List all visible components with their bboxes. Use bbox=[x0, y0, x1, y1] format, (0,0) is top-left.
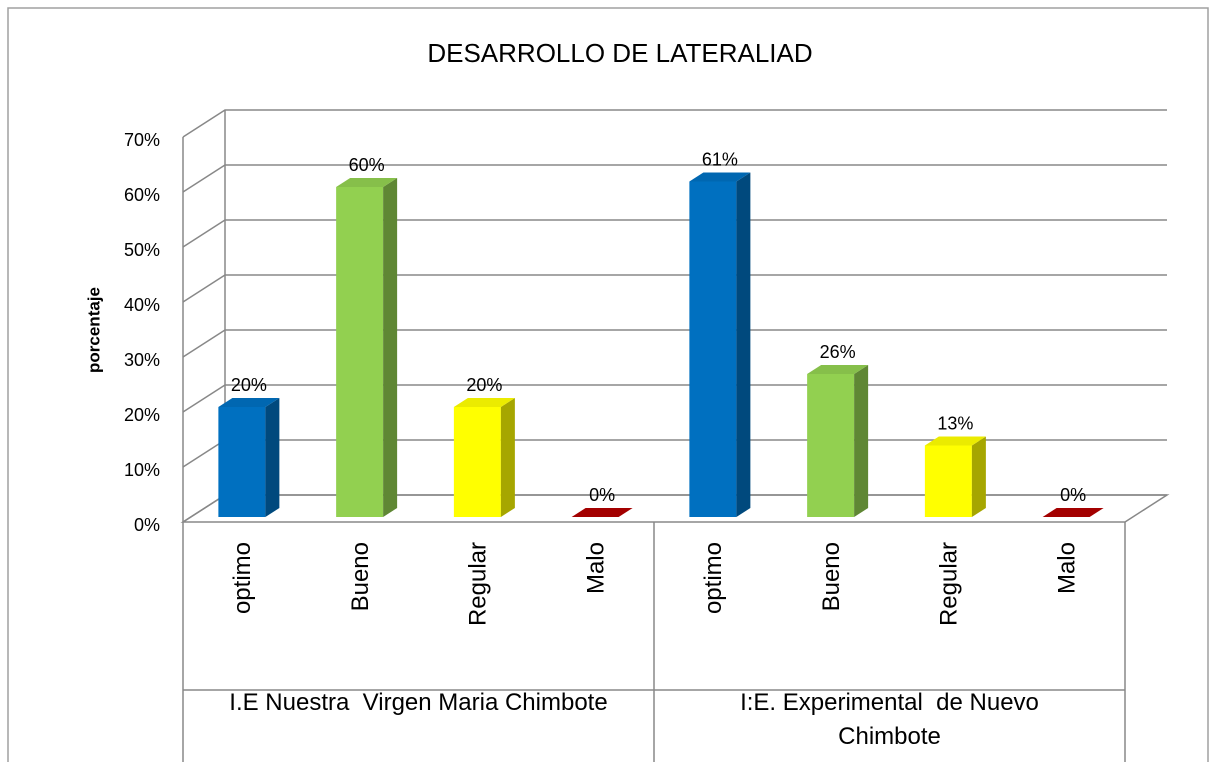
x-tick-label: Bueno bbox=[818, 542, 845, 611]
bar-side bbox=[854, 365, 869, 517]
value-label: 61% bbox=[702, 149, 738, 169]
value-label: 0% bbox=[589, 485, 615, 505]
chart-border bbox=[7, 7, 1209, 762]
value-label: 20% bbox=[466, 375, 502, 395]
y-tick-label: 20% bbox=[124, 405, 160, 425]
bar-top bbox=[336, 178, 398, 187]
x-tick-label: Malo bbox=[582, 542, 609, 594]
value-label: 20% bbox=[231, 375, 267, 395]
bar-top bbox=[1042, 508, 1104, 517]
bar-top bbox=[924, 436, 986, 446]
group-label: I:E. Experimental de Nuevo Chimbote bbox=[740, 689, 1046, 750]
bar-top bbox=[453, 398, 515, 407]
value-label: 0% bbox=[1060, 485, 1086, 505]
value-label: 60% bbox=[349, 155, 385, 175]
x-tick-label: optimo bbox=[229, 542, 256, 614]
bar-side bbox=[971, 436, 986, 517]
value-label: 13% bbox=[937, 413, 973, 433]
floor bbox=[180, 494, 1170, 523]
x-tick-label: Regular bbox=[936, 542, 963, 626]
x-tick-label: optimo bbox=[700, 542, 727, 614]
x-tick-label: Bueno bbox=[347, 542, 374, 611]
bar bbox=[924, 445, 972, 517]
x-tick-label: Regular bbox=[465, 542, 492, 626]
grid-line bbox=[182, 439, 1167, 468]
grid-line bbox=[182, 494, 1167, 523]
y-tick-label: 40% bbox=[124, 295, 160, 315]
chart-title: DESARROLLO DE LATERALIAD bbox=[427, 38, 812, 68]
bar-side bbox=[736, 172, 751, 517]
grid-line bbox=[182, 219, 1167, 248]
grid-line bbox=[182, 384, 1167, 413]
bar-top bbox=[218, 398, 280, 407]
value-label: 26% bbox=[820, 342, 856, 362]
bar bbox=[689, 181, 737, 517]
y-tick-label: 0% bbox=[134, 515, 160, 535]
x-tick-label: Malo bbox=[1053, 542, 1080, 594]
bar-side bbox=[265, 398, 280, 517]
group-label: I.E Nuestra Virgen Maria Chimbote bbox=[229, 689, 608, 716]
grid-line bbox=[182, 329, 1167, 358]
bar bbox=[807, 374, 855, 517]
bar-side bbox=[500, 398, 515, 517]
bar-top bbox=[807, 365, 869, 374]
bar-top bbox=[571, 508, 633, 517]
grid-line bbox=[182, 109, 1167, 138]
bar-top bbox=[689, 172, 751, 182]
bar bbox=[218, 407, 266, 517]
bar-side bbox=[383, 178, 398, 517]
y-tick-label: 30% bbox=[124, 350, 160, 370]
y-axis-title: porcentaje bbox=[84, 287, 103, 373]
bar bbox=[453, 407, 501, 517]
y-tick-label: 60% bbox=[124, 185, 160, 205]
y-tick-label: 50% bbox=[124, 240, 160, 260]
bar bbox=[336, 187, 384, 517]
grid-line bbox=[182, 164, 1167, 193]
y-tick-label: 10% bbox=[124, 460, 160, 480]
grid-line bbox=[182, 274, 1167, 303]
y-tick-label: 70% bbox=[124, 130, 160, 150]
